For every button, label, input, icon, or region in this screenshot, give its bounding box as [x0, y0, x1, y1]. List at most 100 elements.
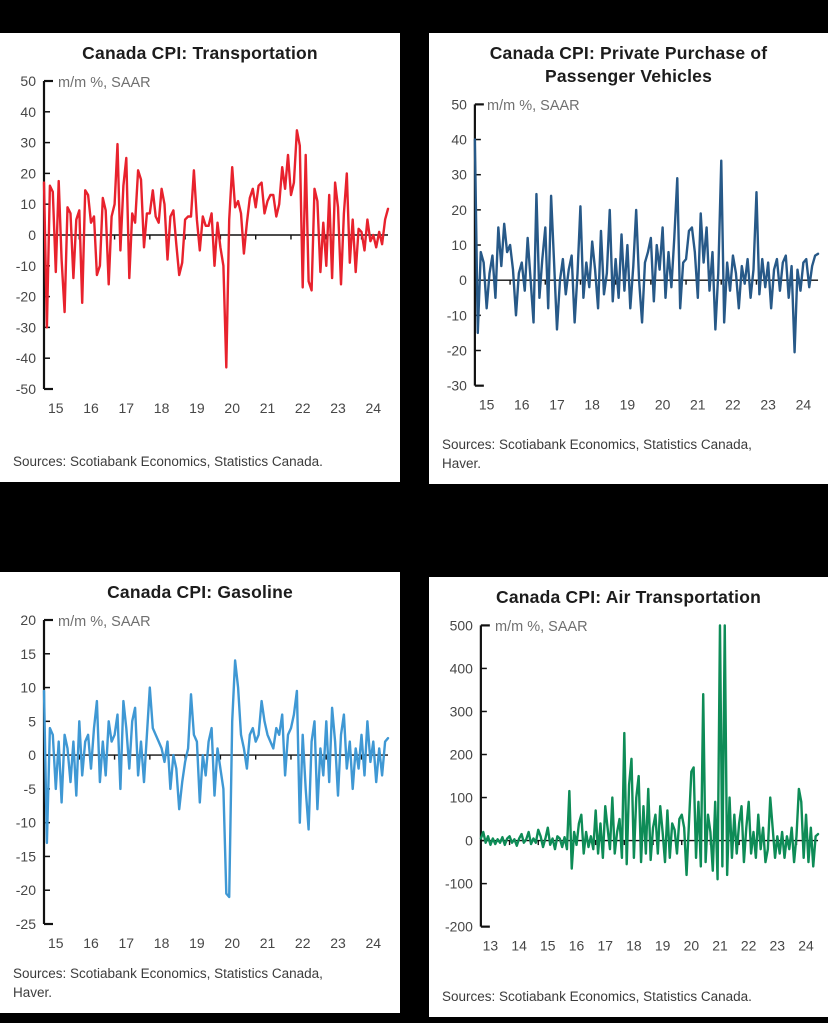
chart-panel-passenger-vehicles: Canada CPI: Private Purchase of Passenge…: [429, 33, 828, 484]
svg-text:-30: -30: [16, 319, 36, 335]
source-note: Sources: Scotiabank Economics, Statistic…: [442, 436, 752, 472]
svg-text:0: 0: [28, 227, 36, 243]
svg-text:20: 20: [655, 396, 671, 412]
svg-text:22: 22: [725, 396, 741, 412]
transportation-line-chart: -50 -40 -30 -20 -10 0 10 20 30 40 50 15 16 17 18 19 20 21…: [16, 73, 390, 416]
svg-text:24: 24: [796, 396, 812, 412]
svg-text:21: 21: [712, 937, 728, 953]
svg-text:13: 13: [483, 937, 499, 953]
svg-text:23: 23: [760, 396, 776, 412]
svg-text:24: 24: [798, 937, 814, 953]
svg-text:200: 200: [450, 746, 474, 762]
chart-panel-gasoline: Canada CPI: Gasoline -25 -20 -15 -10 -5 0 5 10 1…: [0, 572, 400, 1013]
svg-text:-15: -15: [16, 848, 36, 864]
svg-text:19: 19: [189, 400, 205, 416]
svg-text:15: 15: [20, 646, 36, 662]
svg-text:-20: -20: [16, 882, 36, 898]
svg-text:17: 17: [549, 396, 565, 412]
axis-units-label: m/m %, SAAR: [58, 613, 151, 630]
svg-text:17: 17: [119, 935, 135, 951]
chart-title: Canada CPI: Gasoline: [107, 582, 293, 602]
source-note: Sources: Scotiabank Economics, Statistic…: [13, 965, 323, 1001]
svg-text:19: 19: [620, 396, 636, 412]
svg-text:50: 50: [20, 73, 36, 89]
svg-text:15: 15: [48, 400, 64, 416]
svg-text:-20: -20: [16, 288, 36, 304]
source-note: Sources: Scotiabank Economics, Statistic…: [442, 989, 752, 1005]
svg-text:22: 22: [295, 400, 311, 416]
svg-text:24: 24: [366, 400, 382, 416]
svg-text:22: 22: [295, 935, 311, 951]
svg-text:-25: -25: [16, 916, 36, 932]
svg-text:-20: -20: [447, 342, 467, 358]
source-note: Sources: Scotiabank Economics, Statistic…: [13, 454, 323, 470]
svg-text:18: 18: [584, 396, 600, 412]
chart-title: Canada CPI: Transportation: [82, 43, 318, 63]
svg-text:20: 20: [224, 935, 240, 951]
svg-text:17: 17: [597, 937, 613, 953]
plot-area: -25 -20 -15 -10 -5 0 5 10 15 20 15 16 17 18 19 20 21 22 23…: [0, 606, 400, 958]
svg-text:30: 30: [20, 134, 36, 150]
svg-text:18: 18: [154, 935, 170, 951]
chart-panel-air-transportation: Canada CPI: Air Transportation -200 -100 0…: [429, 577, 828, 1017]
svg-text:21: 21: [260, 400, 276, 416]
svg-text:20: 20: [684, 937, 700, 953]
air-transportation-line-chart: -200 -100 0 100 200 300 400 500 13 14 15 16 17 18 19 20…: [445, 617, 820, 953]
svg-text:18: 18: [626, 937, 642, 953]
svg-text:23: 23: [330, 935, 346, 951]
svg-text:21: 21: [690, 396, 706, 412]
svg-text:5: 5: [28, 713, 36, 729]
svg-text:16: 16: [83, 935, 99, 951]
svg-text:-5: -5: [24, 781, 37, 797]
axis-units-label: m/m %, SAAR: [487, 97, 580, 114]
svg-text:20: 20: [451, 201, 467, 217]
svg-text:-10: -10: [16, 814, 36, 830]
svg-text:30: 30: [451, 166, 467, 182]
svg-text:21: 21: [260, 935, 276, 951]
svg-text:23: 23: [770, 937, 786, 953]
svg-text:0: 0: [465, 832, 473, 848]
svg-text:40: 40: [20, 104, 36, 120]
chart-title: Canada CPI: Private Purchase of Passenge…: [489, 43, 768, 86]
svg-text:-100: -100: [445, 875, 473, 891]
svg-text:10: 10: [20, 679, 36, 695]
gasoline-line-chart: -25 -20 -15 -10 -5 0 5 10 15 20 15 16 17 18 19 20 21 22 23…: [16, 612, 390, 951]
svg-text:16: 16: [514, 396, 530, 412]
svg-text:18: 18: [154, 400, 170, 416]
svg-text:100: 100: [450, 789, 474, 805]
plot-area: -30 -20 -10 0 10 20 30 40 50 15 16 17 18 19 20 21 22 23 24…: [429, 90, 828, 420]
plot-area: -200 -100 0 100 200 300 400 500 13 14 15 16 17 18 19 20…: [429, 611, 828, 961]
chart-panel-transportation: Canada CPI: Transportation -50 -40 -30 -20-…: [0, 33, 400, 482]
svg-text:15: 15: [540, 937, 556, 953]
passenger-vehicles-line-chart: -30 -20 -10 0 10 20 30 40 50 15 16 17 18 19 20 21 22 23 24: [447, 96, 820, 412]
svg-text:16: 16: [569, 937, 585, 953]
svg-text:300: 300: [450, 703, 474, 719]
svg-text:0: 0: [28, 747, 36, 763]
svg-text:24: 24: [366, 935, 382, 951]
svg-text:20: 20: [224, 400, 240, 416]
svg-text:-10: -10: [447, 307, 467, 323]
svg-text:23: 23: [330, 400, 346, 416]
chart-title: Canada CPI: Air Transportation: [496, 587, 761, 607]
svg-text:-10: -10: [16, 258, 36, 274]
svg-text:-40: -40: [16, 350, 36, 366]
svg-text:14: 14: [511, 937, 527, 953]
svg-text:10: 10: [20, 196, 36, 212]
svg-text:19: 19: [655, 937, 671, 953]
svg-text:20: 20: [20, 612, 36, 628]
svg-text:-200: -200: [445, 918, 473, 934]
svg-text:22: 22: [741, 937, 757, 953]
plot-area: -50 -40 -30 -20 -10 0 10 20 30 40 50 15 16 17 18 19 20 21…: [0, 67, 400, 423]
svg-text:-30: -30: [447, 377, 467, 393]
svg-text:15: 15: [479, 396, 495, 412]
svg-text:17: 17: [119, 400, 135, 416]
svg-text:400: 400: [450, 660, 474, 676]
svg-text:50: 50: [451, 96, 467, 112]
svg-text:15: 15: [48, 935, 64, 951]
svg-text:20: 20: [20, 165, 36, 181]
svg-text:16: 16: [83, 400, 99, 416]
svg-text:-50: -50: [16, 381, 36, 397]
svg-text:19: 19: [189, 935, 205, 951]
axis-units-label: m/m %, SAAR: [58, 74, 151, 91]
svg-text:500: 500: [450, 617, 474, 633]
